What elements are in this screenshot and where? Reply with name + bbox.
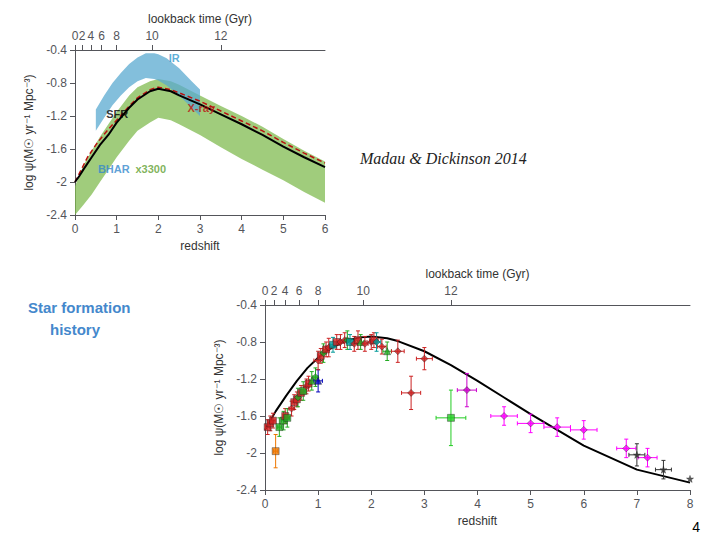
svg-text:10: 10 <box>357 284 371 298</box>
svg-text:12: 12 <box>214 29 228 43</box>
svg-text:6: 6 <box>296 284 303 298</box>
svg-text:4: 4 <box>474 497 481 511</box>
svg-text:BHAR: BHAR <box>98 163 130 175</box>
svg-text:log ψ(M☉ yr⁻¹ Mpc⁻³): log ψ(M☉ yr⁻¹ Mpc⁻³) <box>212 339 226 455</box>
svg-text:4: 4 <box>87 29 94 43</box>
svg-text:6: 6 <box>98 29 105 43</box>
svg-text:3: 3 <box>197 222 204 236</box>
svg-text:-1.2: -1.2 <box>46 109 67 123</box>
svg-text:-0.4: -0.4 <box>46 43 67 57</box>
svg-text:-0.8: -0.8 <box>46 76 67 90</box>
svg-text:-0.4: -0.4 <box>236 298 257 312</box>
svg-text:-2.4: -2.4 <box>46 208 67 222</box>
svg-text:6: 6 <box>322 222 329 236</box>
svg-text:2: 2 <box>155 222 162 236</box>
svg-text:history: history <box>50 321 101 338</box>
svg-text:x3300: x3300 <box>135 163 166 175</box>
svg-text:lookback time (Gyr): lookback time (Gyr) <box>148 12 252 26</box>
svg-text:6: 6 <box>580 497 587 511</box>
svg-text:lookback time (Gyr): lookback time (Gyr) <box>425 267 529 281</box>
svg-text:8: 8 <box>315 284 322 298</box>
svg-text:3: 3 <box>421 497 428 511</box>
svg-text:2: 2 <box>271 284 278 298</box>
svg-text:-2: -2 <box>246 446 257 460</box>
svg-text:Star formation: Star formation <box>28 299 131 316</box>
svg-text:SFR: SFR <box>106 108 128 120</box>
svg-text:7: 7 <box>634 497 641 511</box>
svg-text:4: 4 <box>692 519 700 535</box>
svg-text:X-ray: X-ray <box>188 102 216 114</box>
svg-text:12: 12 <box>444 284 458 298</box>
svg-text:redshift: redshift <box>458 514 498 528</box>
svg-text:-2.4: -2.4 <box>236 483 257 497</box>
svg-text:8: 8 <box>113 29 120 43</box>
svg-text:4: 4 <box>282 284 289 298</box>
svg-text:1: 1 <box>315 497 322 511</box>
svg-text:0: 0 <box>262 284 269 298</box>
svg-text:5: 5 <box>280 222 287 236</box>
svg-text:redshift: redshift <box>180 239 220 253</box>
svg-text:IR: IR <box>169 52 180 64</box>
svg-text:Madau & Dickinson 2014: Madau & Dickinson 2014 <box>359 150 527 167</box>
svg-text:-0.8: -0.8 <box>236 335 257 349</box>
svg-text:8: 8 <box>687 497 694 511</box>
svg-text:0: 0 <box>262 497 269 511</box>
svg-text:0: 0 <box>72 222 79 236</box>
svg-text:log ψ(M☉ yr⁻¹ Mpc⁻³): log ψ(M☉ yr⁻¹ Mpc⁻³) <box>22 74 36 190</box>
svg-text:-2: -2 <box>56 175 67 189</box>
svg-text:1: 1 <box>113 222 120 236</box>
svg-text:-1.6: -1.6 <box>236 409 257 423</box>
svg-text:0: 0 <box>72 29 79 43</box>
svg-text:5: 5 <box>527 497 534 511</box>
svg-text:2: 2 <box>79 29 86 43</box>
svg-text:4: 4 <box>238 222 245 236</box>
svg-text:10: 10 <box>145 29 159 43</box>
svg-text:-1.2: -1.2 <box>236 372 257 386</box>
svg-text:-1.6: -1.6 <box>46 142 67 156</box>
svg-text:2: 2 <box>368 497 375 511</box>
